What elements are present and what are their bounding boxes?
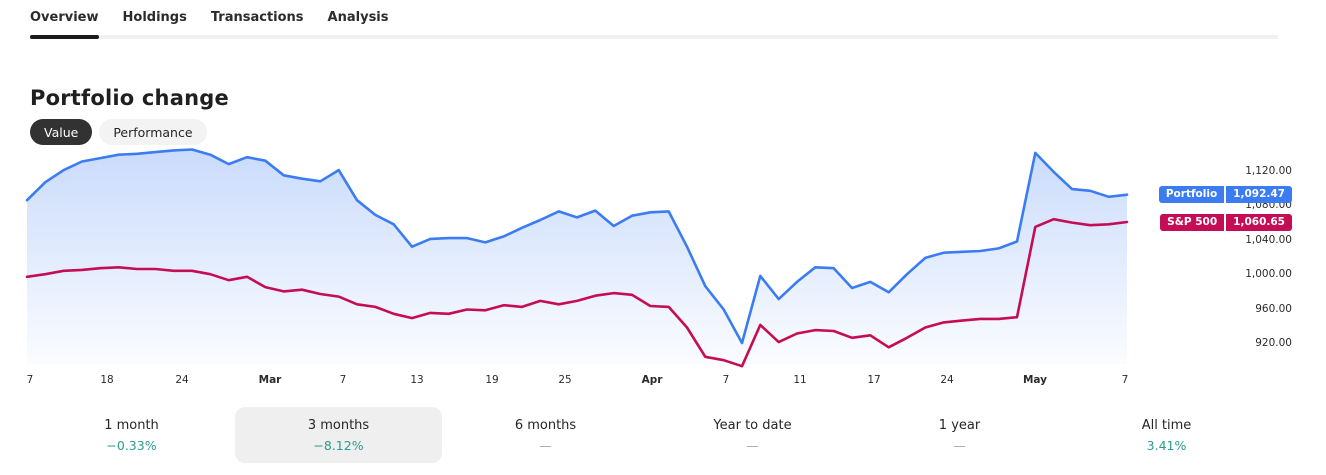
x-axis-label: 7 — [1121, 374, 1129, 386]
legend-badge-portfolio: Portfolio 1,092.47 — [1158, 186, 1292, 204]
x-axis-label: Apr — [641, 374, 663, 386]
y-axis-label: 1,040.00 — [1245, 233, 1292, 246]
page-title: Portfolio change — [30, 86, 229, 111]
period-selector: 1 month −0.33% 3 months −8.12% 6 months — Year… — [28, 407, 1270, 463]
legend-badge-s-p-500: S&P 500 1,060.65 — [1160, 213, 1292, 231]
period-label: 1 year — [938, 417, 981, 433]
legend-badge-label: Portfolio — [1158, 186, 1225, 204]
period-label: 6 months — [514, 417, 577, 433]
x-axis-label: 17 — [867, 374, 881, 386]
x-axis-label: 19 — [485, 374, 499, 386]
period-change-value: — — [746, 437, 759, 453]
portfolio-area-fill — [27, 149, 1127, 364]
period-label: Year to date — [713, 417, 792, 433]
x-axis-label: 25 — [558, 374, 572, 386]
period-1-year[interactable]: 1 year — — [856, 407, 1063, 463]
period-change-value: 3.41% — [1146, 437, 1187, 453]
y-axis-label: 960.00 — [1255, 302, 1292, 315]
x-axis-label: May — [1022, 374, 1048, 386]
period-change-value: −8.12% — [313, 437, 364, 453]
legend-badge-label: S&P 500 — [1160, 213, 1225, 231]
y-axis-label: 1,000.00 — [1245, 268, 1292, 281]
legend-badge-value: 1,060.65 — [1226, 213, 1292, 231]
toggle-performance[interactable]: Performance — [99, 119, 207, 145]
view-toggle: Value Performance — [30, 119, 207, 145]
period-label: All time — [1141, 417, 1192, 433]
tab-transactions[interactable]: Transactions — [210, 10, 304, 25]
tab-holdings[interactable]: Holdings — [122, 10, 187, 25]
period-label: 1 month — [104, 417, 159, 433]
period-all-time[interactable]: All time 3.41% — [1063, 407, 1270, 463]
toggle-value[interactable]: Value — [30, 119, 93, 145]
x-axis-label: Mar — [258, 374, 282, 386]
tab-analysis[interactable]: Analysis — [327, 10, 389, 25]
y-axis-label: 920.00 — [1255, 337, 1292, 349]
x-axis-label: 24 — [175, 374, 189, 386]
x-axis-label: 7 — [339, 374, 347, 386]
x-axis-label: 7 — [26, 374, 34, 386]
y-axis-label: 1,120.00 — [1245, 165, 1292, 177]
x-axis-label: 11 — [793, 374, 807, 386]
period-year-to-date[interactable]: Year to date — — [649, 407, 856, 463]
sp500-line — [25, 217, 1129, 368]
tab-bar: Overview Holdings Transactions Analysis — [30, 10, 1278, 39]
period-change-value: — — [953, 437, 966, 453]
period-change-value: −0.33% — [106, 437, 157, 453]
period-6-months[interactable]: 6 months — — [442, 407, 649, 463]
x-axis-label: 7 — [722, 374, 730, 386]
x-axis-label: 18 — [100, 374, 114, 386]
tab-overview[interactable]: Overview — [30, 10, 99, 39]
period-label: 3 months — [307, 417, 370, 433]
legend-badge-value: 1,092.47 — [1226, 186, 1292, 204]
period-1-month[interactable]: 1 month −0.33% — [28, 407, 235, 463]
portfolio-line — [25, 148, 1129, 345]
period-change-value: — — [539, 437, 552, 453]
period-3-months[interactable]: 3 months −8.12% — [235, 407, 442, 463]
x-axis-label: 24 — [940, 374, 954, 386]
x-axis-label: 13 — [410, 374, 424, 386]
